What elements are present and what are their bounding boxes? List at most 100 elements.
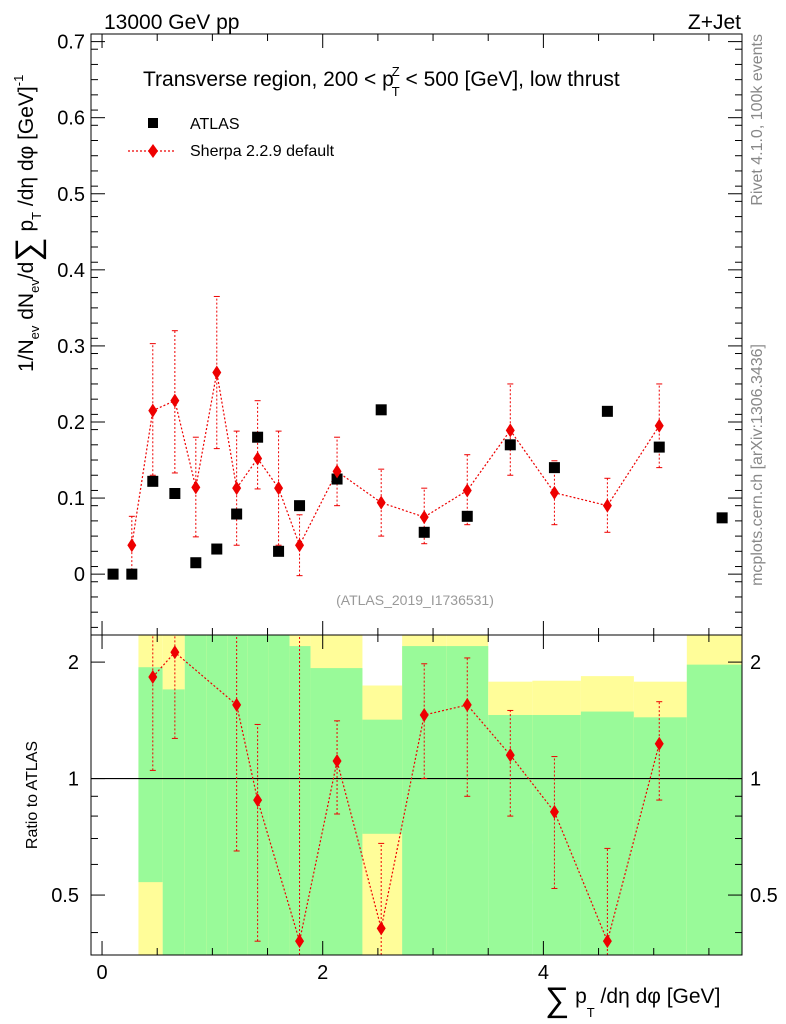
sherpa-point <box>376 495 386 510</box>
y-tick-label: 0.3 <box>57 336 85 358</box>
ratio-band-inner <box>532 714 581 955</box>
x-axis-label: ∑ pT /dη dφ [GeV] <box>545 981 720 1020</box>
ratio-y-tick-label: 1 <box>68 769 79 791</box>
legend: ATLAS Sherpa 2.2.9 default <box>128 116 335 160</box>
ratio-y-tick-label-right: 2 <box>750 652 761 674</box>
ratio-point <box>549 804 559 819</box>
sherpa-point <box>170 393 180 408</box>
atlas-point <box>211 543 223 555</box>
atlas-point <box>601 405 613 417</box>
ratio-panel: 0.5 0.5 1 1 2 2 0 2 4 <box>51 634 778 984</box>
ratio-band-inner <box>138 667 163 883</box>
sherpa-point <box>549 485 559 500</box>
ratio-band-inner <box>289 646 311 955</box>
atlas-point <box>147 475 159 487</box>
y-tick-label: 0.7 <box>57 32 85 54</box>
sherpa-line <box>131 372 660 547</box>
sherpa-point <box>419 510 429 525</box>
sherpa-point <box>274 481 284 496</box>
svg-text:∑ pT /dη dφ [GeV]: ∑ pT /dη dφ [GeV] <box>545 981 720 1020</box>
ratio-point <box>419 707 429 722</box>
chart-title: Transverse region, 200 < pZ T < 500 [GeV]… <box>143 64 620 99</box>
sherpa-point <box>232 481 242 496</box>
ratio-band-inner <box>184 635 207 955</box>
ratio-band-inner <box>268 635 290 955</box>
ratio-point <box>148 670 158 685</box>
legend-sherpa-label: Sherpa 2.2.9 default <box>190 143 335 160</box>
ratio-point <box>654 736 664 751</box>
ratio-ylabel: Ratio to ATLAS <box>24 741 41 849</box>
sherpa-point <box>253 451 263 466</box>
legend-sherpa-marker <box>148 144 158 158</box>
atlas-point <box>375 404 387 416</box>
main-frame <box>90 33 743 636</box>
sherpa-point <box>191 480 201 495</box>
ratio-point <box>332 754 342 769</box>
rivet-version-label: Rivet 4.1.0, 100k events <box>749 34 766 206</box>
ratio-y-tick-label: 0.5 <box>51 885 79 907</box>
sherpa-point <box>332 464 342 479</box>
atlas-point <box>169 487 181 499</box>
main-ylabel: 1/Nev dNev/d∑ pT /dη dφ [GeV]-1 <box>9 75 47 372</box>
atlas-point <box>716 512 728 524</box>
svg-text:1/Nev dNev/d∑ pT /dη dφ [GeV]: 1/Nev dNev/d∑ pT /dη dφ [GeV]-1 <box>9 75 47 372</box>
y-tick-label: 0.6 <box>57 108 85 130</box>
ratio-band-inner <box>362 719 403 834</box>
sherpa-point <box>148 403 158 418</box>
ratio-band-inner <box>633 717 687 955</box>
header-process-label: Z+Jet <box>688 11 741 34</box>
ratio-frame <box>90 634 743 956</box>
atlas-point <box>107 568 119 580</box>
atlas-point <box>504 439 516 451</box>
ratio-y-tick-label-right: 0.5 <box>750 885 778 907</box>
sherpa-point <box>505 423 515 438</box>
ratio-point <box>295 934 305 949</box>
ratio-band-inner <box>227 635 248 955</box>
ratio-band-inner <box>310 668 363 955</box>
main-panel: 0 0.1 0.2 0.3 0.4 0.5 0.6 0.7 Transverse region… <box>57 32 743 636</box>
ratio-point <box>602 934 612 949</box>
atlas-point <box>653 441 665 453</box>
sherpa-point <box>654 418 664 433</box>
y-tick-label: 0.5 <box>57 184 85 206</box>
atlas-point <box>548 462 560 474</box>
sherpa-point <box>602 498 612 513</box>
ratio-point <box>505 748 515 763</box>
legend-atlas-marker <box>148 118 158 128</box>
atlas-point <box>252 431 264 443</box>
y-tick-label: 0.2 <box>57 412 85 434</box>
ratio-band-inner <box>206 635 228 955</box>
y-tick-label: 0 <box>74 564 85 586</box>
x-tick-label: 2 <box>317 962 328 984</box>
sherpa-point <box>462 483 472 498</box>
ratio-band-inner <box>162 689 185 955</box>
atlas-point <box>231 508 243 520</box>
sherpa-point <box>127 538 137 553</box>
y-tick-label: 0.1 <box>57 488 85 510</box>
x-tick-label: 4 <box>538 962 549 984</box>
legend-atlas-label: ATLAS <box>190 116 240 133</box>
x-tick-label: 0 <box>96 962 107 984</box>
ratio-point <box>253 793 263 808</box>
ratio-band-inner <box>686 664 742 955</box>
atlas-point <box>418 526 430 538</box>
atlas-point <box>190 557 202 569</box>
ratio-point <box>462 697 472 712</box>
ratio-band-inner <box>402 646 447 955</box>
header-collision-label: 13000 GeV pp <box>104 11 239 34</box>
atlas-point <box>273 545 285 557</box>
atlas-point <box>294 500 306 512</box>
ratio-point <box>376 921 386 936</box>
sherpa-point <box>295 538 305 553</box>
atlas-point <box>461 510 473 522</box>
atlas-point <box>331 473 343 485</box>
ratio-point <box>170 645 180 660</box>
ratio-y-tick-label-right: 1 <box>750 769 761 791</box>
sherpa-point <box>212 365 222 380</box>
ratio-point <box>232 697 242 712</box>
analysis-watermark: (ATLAS_2019_I1736531) <box>336 592 494 608</box>
y-tick-label: 0.4 <box>57 260 85 282</box>
ratio-band-inner <box>446 646 489 955</box>
mcplots-source-label: mcplots.cern.ch [arXiv:1306.3436] <box>749 344 766 586</box>
